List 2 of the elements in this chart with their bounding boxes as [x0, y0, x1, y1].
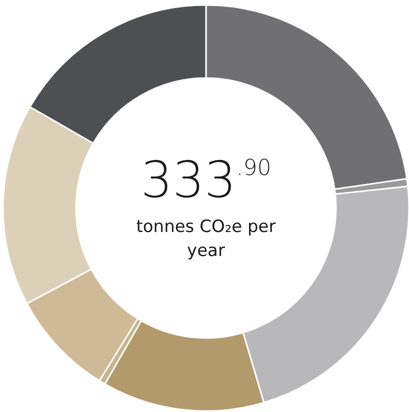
text: 333$^{.90}$ [140, 150, 272, 209]
text: tonnes CO₂e per year [135, 216, 277, 263]
